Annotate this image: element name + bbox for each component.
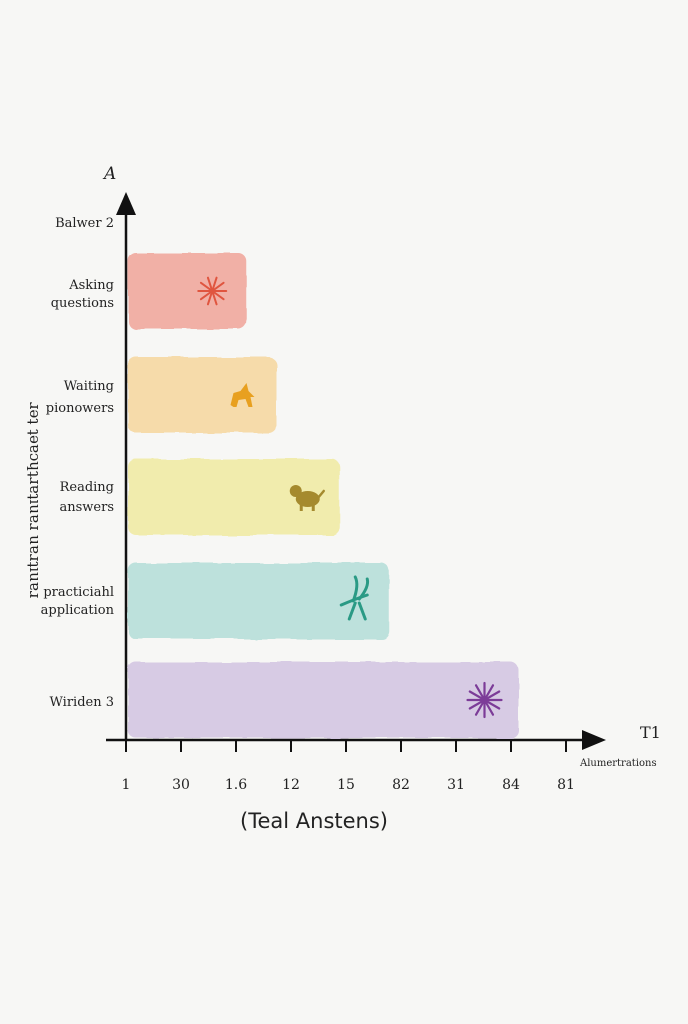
category-label-4: Reading answers	[59, 480, 114, 515]
x-tick-label: 82	[392, 777, 410, 793]
category-label-3: Waiting pionowers	[46, 379, 114, 416]
x-axis-letter: T1	[640, 723, 661, 742]
bar-4	[128, 563, 390, 639]
bar-2	[128, 357, 277, 433]
category-label-6: Wiriden 3	[50, 695, 114, 710]
y-axis-letter: A	[102, 164, 116, 184]
x-tick-label: 1.6	[225, 777, 247, 793]
category-label-2: Asking questions	[51, 278, 114, 311]
dog-doodle-icon	[289, 485, 325, 511]
category-label-5: practiciahl application	[41, 585, 115, 618]
bar-3	[128, 459, 340, 535]
bar-5	[128, 662, 519, 738]
x-tick-label: 1	[122, 777, 131, 793]
y-axis-arrow	[116, 192, 136, 215]
x-tick-label: 15	[337, 777, 355, 793]
bird-doodle-icon	[339, 575, 370, 621]
x-axis-title: (Teal Anstens)	[240, 809, 388, 833]
category-label-1: Balwer 2	[55, 216, 114, 231]
x-axis-end-label: Alumertrations	[579, 758, 657, 769]
x-tick-label: 84	[502, 777, 520, 793]
x-tick-label: 81	[557, 777, 575, 793]
fox-doodle-icon	[230, 383, 255, 407]
sun-doodle-icon	[197, 276, 228, 306]
x-tick-label: 31	[447, 777, 465, 793]
y-axis-title: ɹǝʇ ʇǝɐɔɥʇɹɐʇıuɐɹ uɐɹʇıuɐɹ	[26, 402, 44, 599]
star-doodle-icon	[466, 681, 503, 719]
x-tick-label: 12	[282, 777, 300, 793]
bar-1	[128, 253, 247, 329]
x-axis-arrow	[582, 730, 606, 750]
x-tick-label: 30	[172, 777, 190, 793]
